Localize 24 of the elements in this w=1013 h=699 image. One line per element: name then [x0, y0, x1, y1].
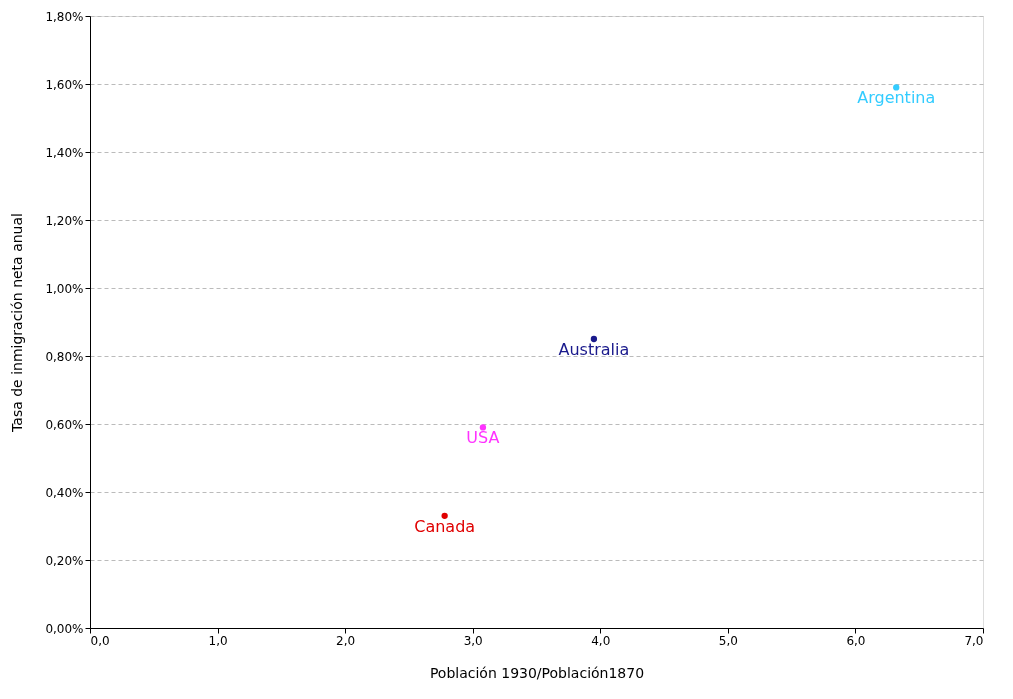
- series-label: USA: [466, 428, 500, 448]
- y-tick-label: 0,40%: [45, 485, 84, 500]
- y-tick-label: 0,80%: [45, 349, 84, 364]
- x-tick-label: 6,0: [846, 633, 866, 648]
- y-tick-label: 1,60%: [45, 77, 84, 92]
- y-tick-label: 0,60%: [45, 417, 84, 432]
- x-tick-label: 2,0: [336, 633, 356, 648]
- x-tick-label: 0,0: [90, 633, 110, 648]
- y-tick-label: 1,40%: [45, 145, 84, 160]
- x-tick-label: 7,0: [964, 633, 984, 648]
- series-label: Canada: [414, 516, 476, 536]
- x-tick-label: 3,0: [463, 633, 483, 648]
- series-label: Australia: [558, 340, 630, 359]
- x-tick-label: 4,0: [591, 633, 611, 648]
- y-tick-label: 1,80%: [45, 9, 84, 24]
- y-tick-label: 1,20%: [45, 213, 84, 228]
- y-axis-title: Tasa de inmigración neta anual: [9, 213, 26, 433]
- x-tick-label: 1,0: [208, 633, 228, 648]
- x-tick-label: 5,0: [718, 633, 738, 648]
- x-axis-title: Población 1930/Población1870: [429, 664, 645, 681]
- y-tick-label: 0,20%: [45, 553, 84, 568]
- y-tick-label: 0,00%: [45, 621, 84, 636]
- series-label: Argentina: [857, 88, 936, 108]
- y-tick-label: 1,00%: [45, 281, 84, 296]
